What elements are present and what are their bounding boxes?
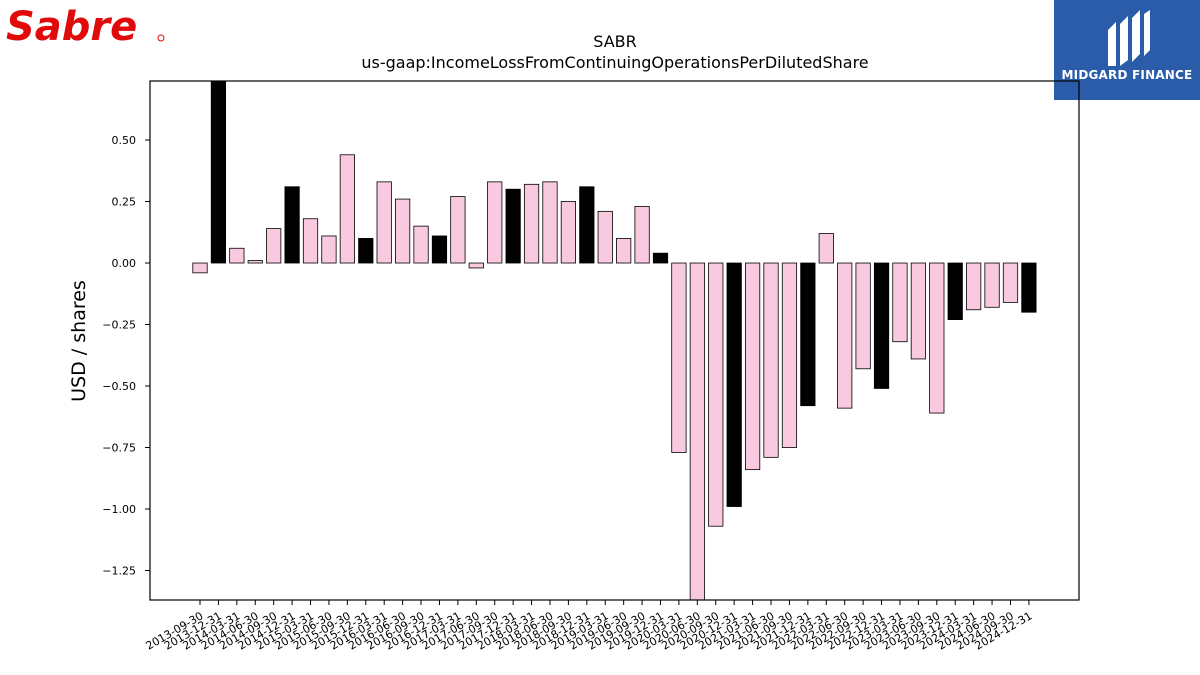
sabre-logo: Sabre [4,2,169,50]
midgard-finance-wordmark: MIDGARD FINANCE [1061,68,1193,82]
bar-2014-09-30 [266,228,282,264]
plot-frame [149,80,1080,601]
y-tick-label: −0.75 [102,441,136,454]
y-tick-label: 0.00 [112,257,137,270]
bars [192,80,1037,601]
y-tick-label: −1.00 [102,503,136,516]
bar-2016-06-30 [395,198,411,264]
bar-2024-03-31 [966,262,982,311]
bar-2017-12-31 [505,188,521,264]
bar-2021-12-31 [800,262,816,407]
bar-2019-03-31 [597,210,613,264]
bar-2020-12-31 [726,262,742,507]
bar-2018-06-30 [542,181,558,264]
bar-2019-12-31 [652,252,669,264]
bar-2022-12-31 [873,262,890,389]
bar-2018-09-30 [560,201,577,264]
bar-2015-09-30 [339,154,355,264]
bar-2017-06-30 [468,262,484,269]
bar-2019-06-30 [616,238,632,264]
bar-2015-12-31 [358,238,374,264]
bar-2022-06-30 [837,262,853,409]
bar-2023-12-31 [947,262,963,320]
bar-2014-06-30 [247,260,263,264]
bar-2020-03-31 [671,262,687,453]
bar-2018-12-31 [579,186,595,264]
bar-2017-09-30 [487,181,503,264]
bar-2014-03-31 [229,247,245,264]
sabre-logo-mark: Sabre [6,4,165,50]
bar-2022-09-30 [855,262,871,370]
bar-2021-03-31 [745,262,761,471]
bar-2023-09-30 [929,262,945,414]
bar-2018-03-31 [523,183,540,264]
bar-2020-06-30 [689,262,705,601]
bar-2024-09-30 [1002,262,1019,303]
bar-2021-06-30 [763,262,779,458]
bar-2013-09-30 [192,262,208,274]
chart-title: SABR [593,32,637,51]
bar-2013-12-31 [210,80,227,264]
bar-2016-09-30 [413,225,429,264]
bar-2016-03-31 [376,181,392,264]
bar-2015-03-31 [302,218,319,264]
bar-2022-03-31 [818,233,834,264]
bar-2015-06-30 [321,235,337,264]
midgard-finance-logo: MIDGARD FINANCE [1054,0,1200,100]
bar-2023-06-30 [910,262,926,360]
y-tick-label: −1.25 [102,564,136,577]
bar-2016-12-31 [431,235,448,264]
bar-2021-09-30 [781,262,798,448]
bar-2024-12-31 [1021,262,1037,313]
y-tick-label: 0.25 [112,196,137,209]
y-tick-label: −0.25 [102,319,136,332]
sabre-logo-text: Sabre [6,4,137,50]
bar-2019-09-30 [634,206,650,264]
chart-subtitle: us-gaap:IncomeLossFromContinuingOperatio… [361,53,869,72]
bar-2024-06-30 [984,262,1000,308]
y-tick-label: −0.50 [102,380,136,393]
y-tick-label: 0.50 [112,134,137,147]
bar-2020-09-30 [708,262,724,527]
midgard-monogram-icon [1108,10,1150,66]
bar-2014-12-31 [284,186,300,264]
bar-2017-03-31 [450,196,466,264]
bar-2023-03-31 [892,262,908,343]
